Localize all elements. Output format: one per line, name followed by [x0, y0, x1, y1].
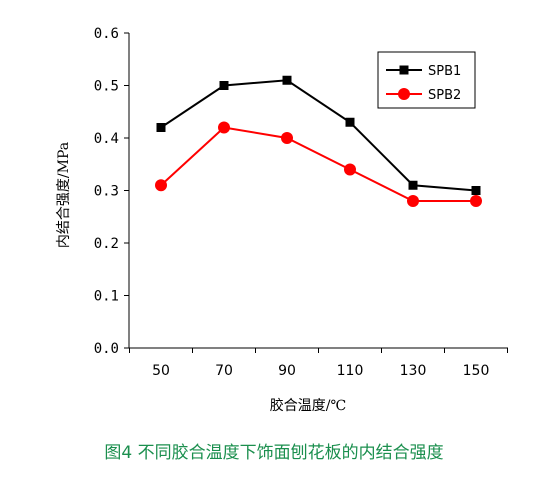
- data-point-spb1: [219, 81, 229, 90]
- y-tick-label: 0.4: [94, 131, 119, 147]
- data-point-spb1: [399, 65, 409, 75]
- legend-item-spb1: SPB1: [386, 64, 461, 79]
- data-point-spb2: [398, 88, 410, 100]
- x-tick-label: 70: [215, 363, 233, 379]
- series-line-spb1: [160, 79, 477, 192]
- data-point-spb2: [344, 163, 356, 176]
- y-tick-label: 0.6: [94, 26, 119, 42]
- x-tick-label: 50: [152, 363, 170, 379]
- data-point-spb1: [156, 123, 166, 132]
- data-point-spb2: [470, 195, 482, 207]
- y-tick-label: 0.1: [94, 289, 119, 305]
- x-tick-label: 90: [278, 363, 296, 379]
- x-tick-label: 150: [463, 363, 490, 379]
- legend-box: [377, 51, 476, 109]
- x-axis-label: 胶合温度/℃: [270, 397, 346, 414]
- line-chart: 0.0 0.1 0.2 0.3 0.4 0.5 0.6 50 70 90 110 130 150 SPB…: [56, 26, 508, 414]
- legend-label: SPB2: [428, 88, 461, 103]
- data-point-spb1: [408, 180, 418, 190]
- series-layer: [155, 75, 482, 207]
- series-spb1: [156, 75, 481, 195]
- y-axis-label: 内结合强度/MPa: [56, 142, 72, 248]
- data-point-spb2: [407, 195, 419, 207]
- x-tick-label: 130: [400, 363, 427, 379]
- data-point-spb2: [155, 179, 167, 192]
- legend: SPB1 SPB2: [377, 51, 476, 109]
- y-tick-label: 0.0: [94, 341, 119, 357]
- legend-label: SPB1: [428, 64, 461, 79]
- series-line-spb2: [160, 126, 476, 202]
- x-tick-label: 110: [337, 363, 364, 379]
- series-spb2: [155, 121, 482, 207]
- y-tick-label: 0.5: [94, 79, 119, 95]
- axes: 0.0 0.1 0.2 0.3 0.4 0.5 0.6 50 70 90 110 130 150: [94, 26, 508, 379]
- data-point-spb1: [345, 117, 355, 127]
- y-tick-label: 0.3: [94, 184, 119, 200]
- data-point-spb2: [218, 121, 230, 134]
- data-point-spb1: [282, 75, 292, 85]
- data-point-spb2: [281, 132, 293, 144]
- legend-item-spb2: SPB2: [386, 88, 461, 103]
- y-tick-label: 0.2: [94, 236, 119, 252]
- data-point-spb1: [471, 186, 481, 195]
- figure-caption: 图4 不同胶合温度下饰面刨花板的内结合强度: [104, 443, 444, 463]
